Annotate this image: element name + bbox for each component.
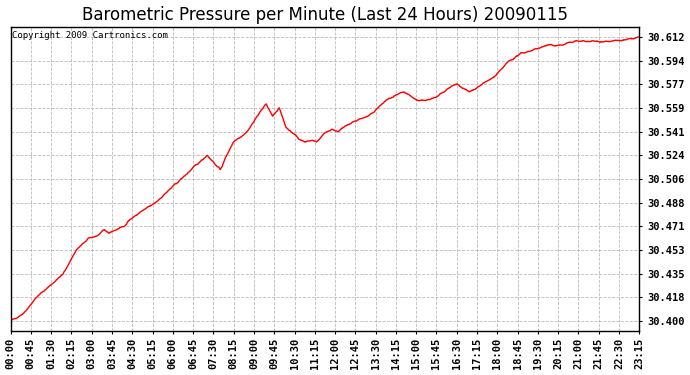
Title: Barometric Pressure per Minute (Last 24 Hours) 20090115: Barometric Pressure per Minute (Last 24 … bbox=[82, 6, 568, 24]
Text: Copyright 2009 Cartronics.com: Copyright 2009 Cartronics.com bbox=[12, 31, 168, 40]
